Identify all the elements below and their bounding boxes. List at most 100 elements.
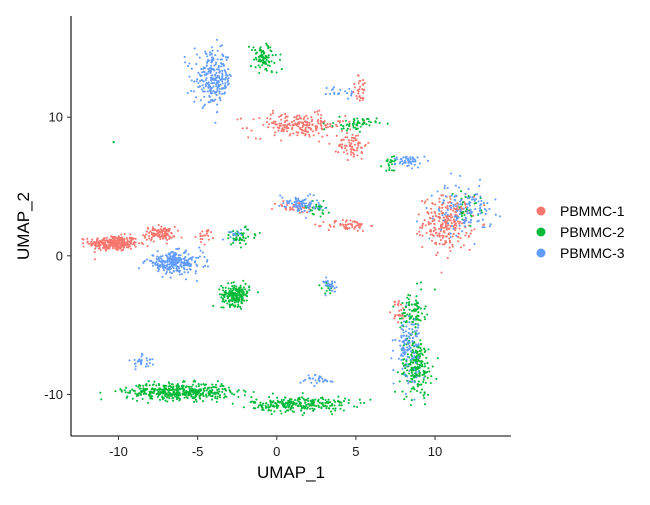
data-point [278,204,281,207]
data-point [221,293,224,296]
data-point [392,155,396,158]
data-point [341,143,344,146]
data-point [344,114,347,117]
data-point [188,387,191,390]
data-point [281,196,284,199]
data-point [469,221,472,224]
data-point [408,345,411,348]
data-point [404,155,407,159]
data-point [346,132,349,135]
data-point [290,202,293,205]
data-point [359,125,362,128]
data-point [343,226,346,229]
data-point [237,389,240,392]
data-point [241,289,244,292]
data-point [288,403,291,406]
data-point [201,84,204,87]
data-point [397,357,400,360]
data-point [219,83,222,86]
data-point [185,278,188,281]
data-point [157,382,160,386]
data-point [298,400,301,403]
data-point [304,133,307,136]
data-point [408,161,411,164]
data-point [157,394,160,397]
data-point [459,220,462,224]
data-point [340,139,343,142]
legend-key-pbmmc-3 [536,248,546,258]
legend: PBMMC-1 PBMMC-2 PBMMC-3 [536,203,625,261]
data-point [199,237,202,241]
data-point [426,370,429,373]
data-point [363,88,366,91]
data-point [125,396,128,399]
data-point [200,68,203,71]
data-point [161,391,165,394]
data-point [353,226,357,229]
data-point [304,216,308,219]
data-point [328,284,331,287]
data-point [358,226,361,229]
data-point [345,149,348,152]
data-point [122,248,125,251]
data-point [444,195,447,198]
data-point [209,76,212,79]
data-point [141,397,144,401]
data-point [431,365,434,368]
data-point [213,91,217,94]
data-point [318,284,321,287]
data-point [306,194,310,197]
data-point [413,344,416,347]
data-point [204,52,207,55]
data-point [104,239,107,242]
data-point [102,247,105,250]
data-point [317,398,320,401]
data-point [458,212,461,216]
data-point [340,127,343,131]
data-point [395,156,398,159]
data-point [448,205,451,208]
data-point [218,390,221,393]
data-point [252,390,255,394]
data-point [201,238,204,241]
data-point [318,203,321,206]
data-point [232,281,235,284]
data-point [194,270,197,273]
data-point [137,385,140,388]
data-point [338,145,341,148]
data-point [421,222,425,225]
data-point [93,258,96,261]
data-point [440,271,443,274]
data-point [399,303,403,306]
data-point [406,355,409,358]
data-point [221,388,224,391]
data-point [215,38,219,41]
data-point [389,311,392,314]
data-point [95,240,98,244]
data-point [367,120,371,123]
data-point [348,122,351,125]
data-point [303,123,306,127]
data-point [459,208,462,211]
data-point [404,314,407,317]
data-point [410,377,413,380]
data-point [195,256,198,259]
data-point [361,229,365,233]
data-point [404,392,407,396]
data-point [432,202,435,205]
data-point [410,358,413,361]
data-point [98,242,101,245]
data-point [296,123,299,126]
data-point [353,86,356,89]
data-point [268,61,271,64]
data-point [411,342,414,345]
data-point [468,204,471,207]
data-point [166,393,169,396]
data-point [186,271,190,274]
data-point [393,300,396,303]
data-point [349,128,352,131]
data-point [401,302,404,305]
data-point [216,58,219,61]
data-point [336,400,339,403]
data-point [260,53,263,56]
